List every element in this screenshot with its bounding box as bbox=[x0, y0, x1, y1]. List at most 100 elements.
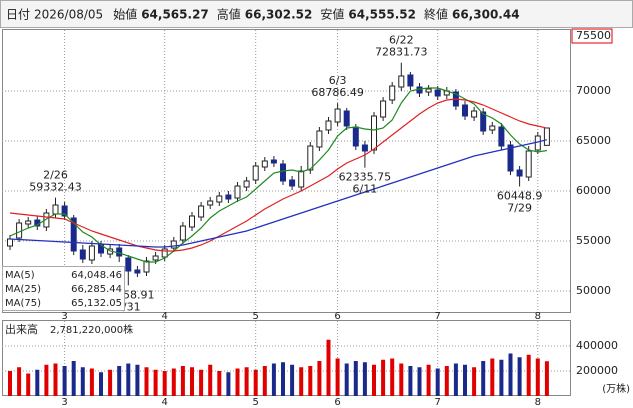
volume-bar bbox=[144, 367, 149, 396]
annotation-date: 7/29 bbox=[507, 202, 532, 215]
candle-body bbox=[516, 169, 523, 177]
candle-body bbox=[225, 194, 232, 200]
field-name: 終値 bbox=[424, 7, 448, 22]
annotation-date: 2/26 bbox=[43, 169, 68, 182]
candle-body bbox=[125, 257, 132, 272]
x-tick-label: 5 bbox=[253, 397, 259, 408]
candle-body bbox=[16, 222, 23, 239]
candle-body bbox=[243, 180, 250, 188]
candle-body bbox=[361, 144, 368, 152]
legend-value: 65,132.05 bbox=[71, 298, 122, 309]
volume-bar bbox=[217, 371, 222, 396]
candle-body bbox=[252, 165, 259, 181]
volume-bar bbox=[490, 358, 495, 396]
candle-body bbox=[70, 217, 77, 252]
candle-body bbox=[471, 110, 478, 118]
volume-bar bbox=[35, 369, 40, 396]
header-bar bbox=[0, 0, 633, 28]
volume-bar bbox=[299, 367, 304, 396]
volume-bar bbox=[417, 367, 422, 396]
candle-body bbox=[261, 160, 268, 168]
y-tick-label: 50000 bbox=[576, 284, 611, 297]
volume-bar bbox=[472, 367, 477, 396]
ma-line bbox=[9, 98, 548, 252]
legend-name: MA(5) bbox=[5, 270, 35, 281]
volume-bar bbox=[463, 364, 467, 396]
volume-bar bbox=[126, 363, 131, 396]
volume-bar bbox=[326, 339, 331, 396]
volume-bar bbox=[453, 363, 458, 396]
candle-body bbox=[88, 245, 95, 261]
candle-body bbox=[398, 75, 405, 88]
x-tick-label: 6 bbox=[334, 311, 340, 322]
candle-body bbox=[170, 240, 177, 249]
top-marker-label: 75500 bbox=[576, 29, 611, 42]
candle-body bbox=[52, 204, 59, 215]
field-value: 64,565.27 bbox=[141, 8, 209, 22]
volume-bar bbox=[271, 363, 276, 396]
x-tick-label: 4 bbox=[162, 311, 168, 322]
candle-body bbox=[507, 144, 514, 172]
date-label: 日付 bbox=[6, 8, 30, 22]
volume-tick-label: 200000 bbox=[576, 364, 618, 377]
volume-bar bbox=[80, 367, 85, 396]
annotation-value: 68786.49 bbox=[311, 86, 364, 99]
x-tick-label: 3 bbox=[61, 311, 67, 322]
volume-unit: (万株) bbox=[602, 382, 630, 395]
annotation-date: 6/3 bbox=[329, 74, 347, 87]
top-marker-box bbox=[571, 28, 613, 44]
volume-bar bbox=[162, 371, 167, 396]
candle-body bbox=[525, 150, 532, 178]
candle-body bbox=[316, 130, 323, 148]
legend-value: 66,285.44 bbox=[71, 284, 122, 295]
candle-body bbox=[352, 126, 359, 147]
date-value: 2026/08/05 bbox=[34, 8, 103, 22]
annotation-value: 72831.73 bbox=[375, 46, 428, 59]
volume-tick-label: 400000 bbox=[576, 339, 618, 352]
candle-body bbox=[198, 205, 205, 218]
volume-bar bbox=[135, 364, 140, 396]
candle-body bbox=[189, 215, 195, 228]
volume-bar bbox=[171, 368, 176, 396]
volume-bar bbox=[244, 367, 249, 396]
y-tick-label: 65000 bbox=[576, 134, 611, 147]
candle-body bbox=[216, 195, 223, 203]
volume-bar bbox=[481, 361, 486, 396]
candle-body bbox=[207, 200, 214, 206]
ma-line bbox=[9, 139, 548, 248]
volume-bar bbox=[390, 358, 395, 396]
candle-body bbox=[280, 163, 286, 182]
volume-bar bbox=[262, 366, 267, 396]
volume-bar bbox=[335, 358, 340, 396]
volume-bar bbox=[253, 369, 258, 396]
volume-bar bbox=[435, 368, 440, 396]
volume-bar bbox=[290, 364, 295, 396]
x-tick-label: 5 bbox=[253, 311, 259, 322]
annotation-value: 59332.43 bbox=[29, 181, 82, 194]
volume-bar bbox=[8, 371, 12, 396]
volume-bar bbox=[190, 367, 194, 396]
volume-bar bbox=[281, 362, 285, 396]
annotation-value: 62335.75 bbox=[339, 171, 392, 184]
volume-title: 出来高 bbox=[5, 322, 38, 336]
volume-bar bbox=[117, 366, 122, 396]
candle-body bbox=[325, 120, 332, 131]
candle-body bbox=[234, 185, 241, 199]
candle-body bbox=[179, 225, 186, 241]
volume-bar bbox=[17, 367, 22, 396]
candle-body bbox=[534, 135, 541, 151]
volume-bar bbox=[362, 362, 367, 396]
volume-bar bbox=[381, 359, 386, 396]
volume-bar bbox=[62, 366, 67, 396]
volume-bar bbox=[408, 366, 413, 396]
candle-body bbox=[343, 110, 350, 127]
candle-body bbox=[462, 104, 468, 117]
candle-body bbox=[371, 115, 377, 151]
volume-bar bbox=[499, 359, 504, 396]
volume-bar bbox=[108, 369, 113, 396]
candle-body bbox=[425, 88, 432, 93]
volume-bar bbox=[526, 354, 531, 396]
volume-bar bbox=[399, 363, 404, 396]
volume-bar bbox=[308, 366, 313, 396]
candle-body bbox=[543, 127, 550, 146]
